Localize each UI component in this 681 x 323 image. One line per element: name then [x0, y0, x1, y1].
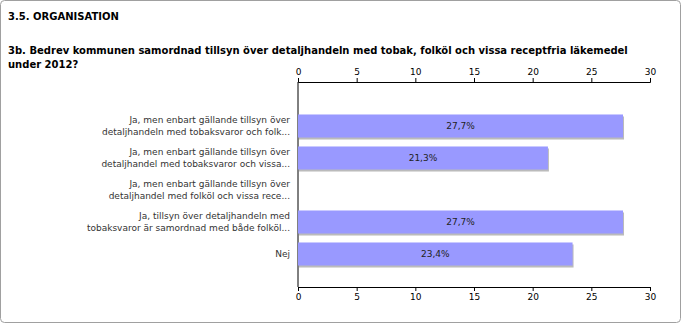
category-label: Ja, tillsyn över detaljhandeln medtobaks…: [87, 211, 290, 233]
tick-label: 30: [645, 67, 657, 77]
tick-mark: [591, 78, 592, 82]
bar: [298, 146, 548, 169]
tick-mark: [591, 287, 592, 291]
bar: [298, 210, 623, 233]
tick-mark: [474, 287, 475, 291]
tick: 10: [410, 67, 422, 82]
tick-mark: [298, 287, 299, 291]
tick: 25: [586, 287, 597, 302]
subtitle: 3.5. ORGANISATION: [8, 11, 119, 22]
bar: [298, 242, 573, 265]
category-label: Ja, men enbart gällande tillsyn överdeta…: [101, 147, 290, 169]
tick-mark: [533, 78, 534, 82]
x-axis-bottom: 0 5 10 15 20 25 30: [296, 287, 657, 302]
category-label: Ja, men enbart gällande tillsyn överdeta…: [102, 115, 290, 137]
tick-mark: [415, 287, 416, 291]
data-label: 27,7%: [446, 217, 475, 227]
tick-mark: [357, 287, 358, 291]
tick: 15: [469, 67, 480, 82]
tick-mark: [357, 78, 358, 82]
tick: 10: [410, 287, 422, 302]
tick: 20: [527, 287, 539, 302]
bar: [298, 178, 299, 201]
tick: 15: [469, 287, 480, 302]
tick: 0: [296, 287, 302, 302]
tick-label: 10: [410, 67, 422, 77]
axis-line: [299, 288, 651, 292]
bars: [298, 114, 624, 267]
tick-mark: [415, 78, 416, 82]
tick: 5: [354, 67, 360, 82]
bar-shadow: [299, 180, 300, 203]
tick-label: 15: [469, 292, 480, 302]
tick: 20: [527, 67, 539, 82]
tick: 25: [586, 67, 597, 82]
data-label: 21,3%: [409, 153, 438, 163]
tick-mark: [298, 78, 299, 82]
axis-line: [299, 78, 651, 83]
tick: 30: [645, 67, 657, 82]
tick-label: 20: [527, 292, 539, 302]
tick: 30: [645, 287, 657, 302]
tick-mark: [533, 287, 534, 291]
category-label: Ja, men enbart gällande tillsyn överdeta…: [109, 179, 291, 201]
tick-mark: [650, 287, 651, 291]
tick-label: 30: [645, 292, 657, 302]
tick-label: 20: [527, 67, 539, 77]
tick-label: 0: [296, 67, 302, 77]
tick-label: 5: [354, 292, 360, 302]
x-axis-top: 0 5 10 15 20 25 30: [296, 67, 657, 83]
tick-label: 25: [586, 292, 597, 302]
data-label: 23,4%: [421, 249, 450, 259]
tick-label: 5: [354, 67, 360, 77]
tick-label: 0: [296, 292, 302, 302]
frame: [1, 1, 681, 323]
tick-mark: [474, 78, 475, 82]
tick-label: 10: [410, 292, 422, 302]
bar: [298, 114, 623, 137]
chart: 3.5. ORGANISATION3b. Bedrev kommunen sam…: [0, 0, 681, 323]
category-label: Nej: [275, 249, 290, 259]
tick-label: 25: [586, 67, 597, 77]
tick: 0: [296, 67, 302, 82]
tick: 5: [354, 287, 360, 302]
tick-mark: [650, 78, 651, 82]
data-label: 27,7%: [446, 121, 475, 131]
tick-label: 15: [469, 67, 480, 77]
